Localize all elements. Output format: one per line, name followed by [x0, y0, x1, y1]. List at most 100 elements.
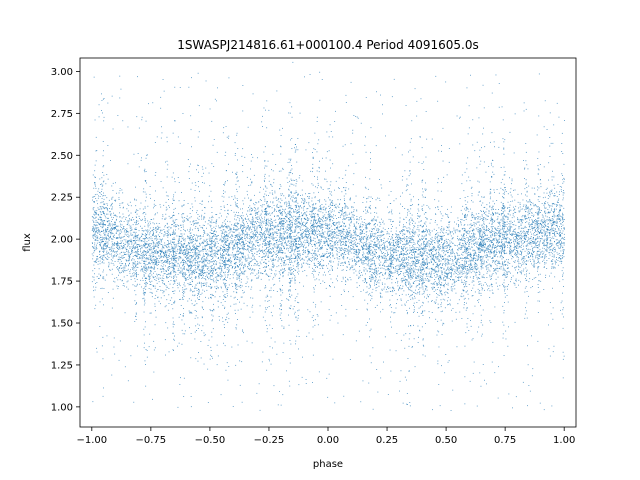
data-point [121, 257, 123, 259]
data-point [336, 218, 337, 219]
data-point [348, 251, 350, 253]
data-point [334, 244, 336, 245]
data-point [103, 259, 105, 261]
data-point [262, 256, 264, 257]
data-point [328, 215, 330, 217]
data-point [483, 244, 484, 246]
data-point [226, 245, 227, 246]
data-point [153, 258, 155, 260]
data-point [97, 218, 99, 220]
data-point [515, 246, 517, 248]
data-point [490, 264, 492, 266]
data-point [479, 229, 481, 230]
data-point [470, 264, 472, 266]
data-point [344, 202, 345, 204]
data-point [449, 267, 451, 269]
data-point [291, 199, 293, 201]
data-point [475, 227, 477, 229]
data-point [146, 257, 147, 259]
data-point [339, 232, 341, 234]
data-point [504, 233, 506, 235]
data-point [119, 272, 121, 274]
data-point [533, 261, 535, 263]
data-point [157, 241, 159, 243]
data-point [549, 230, 551, 231]
data-point [419, 281, 421, 282]
data-point [351, 206, 353, 207]
data-point [182, 264, 184, 266]
data-point [346, 248, 348, 250]
data-point [278, 278, 280, 279]
data-point [302, 207, 304, 209]
data-point [117, 245, 119, 246]
data-point [122, 192, 124, 194]
data-point [381, 248, 383, 250]
data-point [414, 230, 416, 232]
data-point [207, 233, 209, 235]
data-point [509, 227, 511, 229]
data-point [337, 205, 339, 207]
data-point [151, 252, 153, 254]
data-point [327, 237, 329, 239]
data-point [534, 230, 536, 231]
data-point [283, 223, 285, 225]
data-point [131, 267, 133, 268]
data-point [425, 235, 427, 237]
data-point [167, 249, 169, 251]
data-point [129, 227, 131, 229]
data-point [526, 270, 527, 272]
data-point [192, 272, 194, 274]
data-point [180, 298, 182, 300]
data-point [117, 245, 119, 247]
data-point [250, 210, 252, 212]
data-point [155, 249, 157, 251]
data-point [525, 233, 526, 235]
data-point [370, 240, 372, 242]
data-point [381, 247, 383, 249]
data-point [340, 244, 341, 246]
data-point [468, 211, 470, 213]
data-point [431, 259, 433, 260]
data-point [543, 243, 545, 245]
data-point [399, 256, 401, 258]
data-point [330, 253, 332, 255]
data-point [124, 252, 126, 253]
data-point [482, 263, 483, 265]
data-point [93, 213, 95, 215]
data-point [238, 228, 240, 230]
data-point [483, 243, 484, 245]
data-point [511, 180, 513, 182]
data-point [168, 249, 170, 251]
data-point [106, 274, 108, 276]
data-point [123, 270, 125, 271]
data-point [332, 249, 334, 251]
data-point [447, 234, 449, 236]
data-point [286, 229, 288, 231]
data-point [390, 220, 392, 222]
data-point [149, 186, 151, 187]
data-point [350, 245, 352, 246]
data-point [500, 268, 502, 270]
data-point [312, 267, 313, 269]
data-point [396, 268, 398, 270]
data-point [401, 258, 403, 260]
data-point [126, 243, 128, 245]
data-point [514, 283, 516, 284]
data-point [554, 229, 556, 231]
data-point [301, 234, 303, 236]
data-point [189, 248, 190, 250]
data-point [187, 203, 189, 204]
data-point [287, 211, 289, 213]
data-point [274, 226, 276, 228]
data-point [541, 222, 543, 224]
data-point [228, 230, 230, 231]
data-point [419, 216, 420, 218]
data-point [288, 230, 289, 231]
data-point [331, 232, 333, 234]
data-point [351, 216, 353, 218]
data-point [145, 221, 146, 223]
data-point [321, 265, 322, 267]
data-point [124, 244, 125, 246]
data-point [284, 238, 286, 240]
data-point [532, 229, 533, 231]
